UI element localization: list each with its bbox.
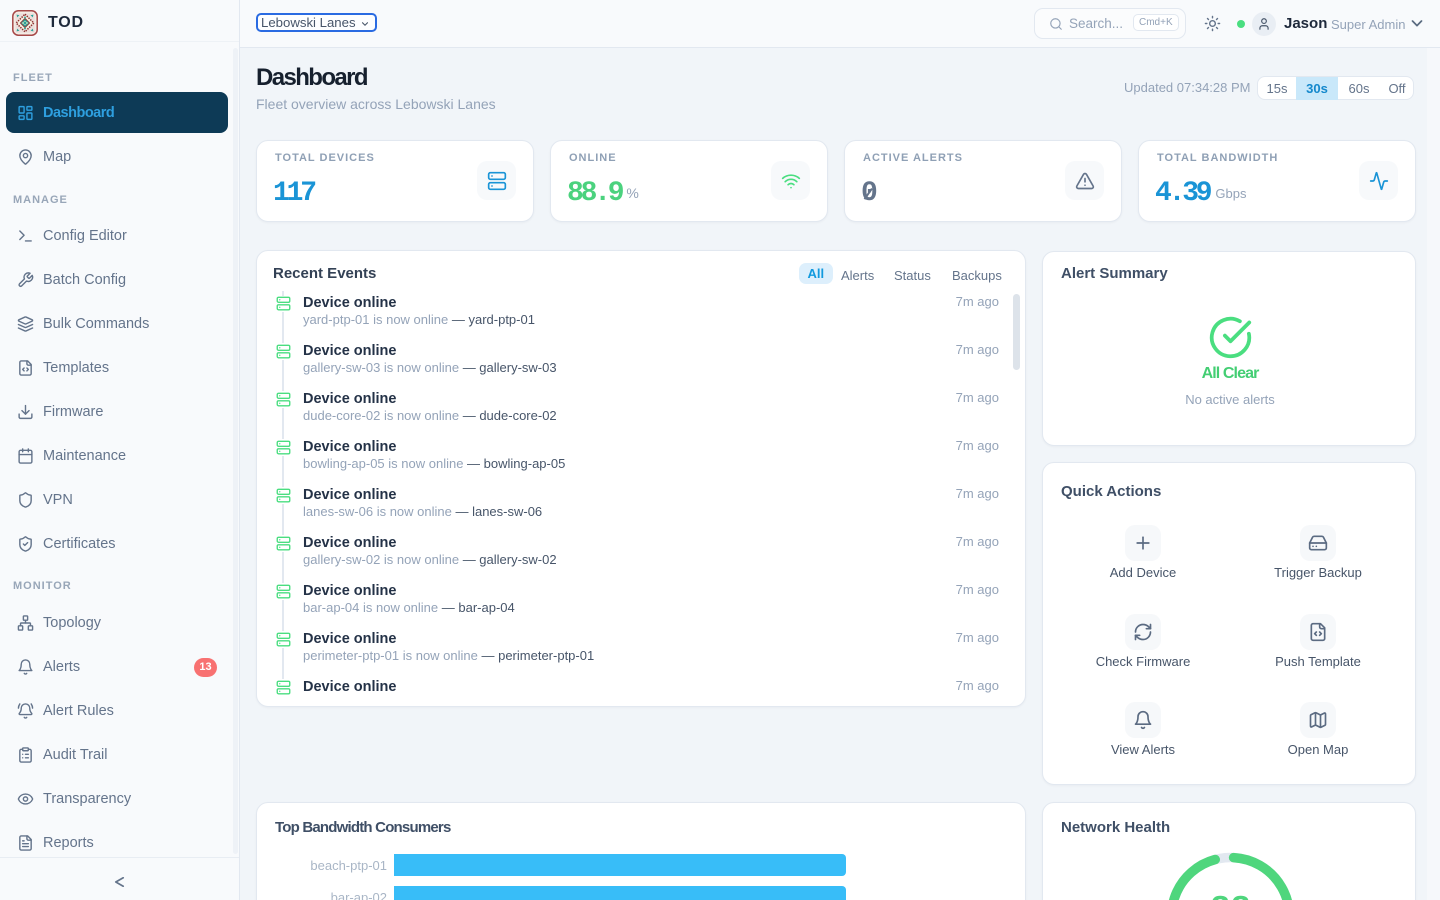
svg-text:88: 88: [1210, 892, 1251, 900]
